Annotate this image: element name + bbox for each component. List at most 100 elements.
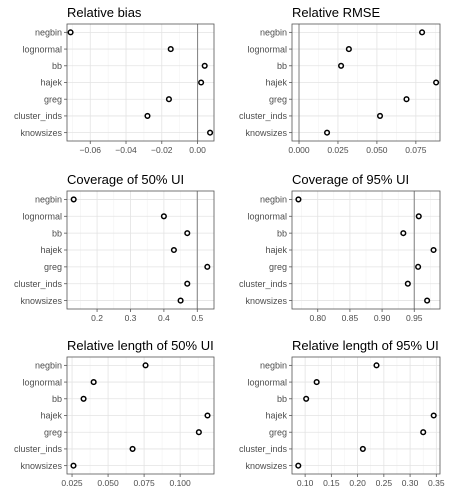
data-point-knowsizes: [70, 462, 77, 469]
data-point-lognormal: [160, 213, 167, 220]
y-tick-label: knowsizes: [245, 128, 287, 138]
y-tick-label: negbin: [35, 361, 62, 371]
panel-title: Coverage of 95% UI: [292, 172, 409, 187]
panel-4: Coverage of 95% UI negbin lognormal bb hajek…: [239, 172, 441, 323]
data-point-bb: [201, 62, 208, 69]
data-point-greg: [403, 96, 410, 103]
y-tick-label: bb: [52, 228, 62, 238]
y-tick-label: greg: [44, 262, 62, 272]
y-tick-label: bb: [277, 61, 287, 71]
y-tick-label: lognormal: [22, 377, 62, 387]
panel-title: Coverage of 50% UI: [67, 172, 184, 187]
panel-1: Relative bias negbin lognormal bb hajek greg c…: [14, 5, 215, 155]
x-tick-label: 0.000: [288, 145, 310, 155]
y-tick-label: knowsizes: [20, 461, 62, 471]
x-tick-label: 0.5: [191, 313, 203, 323]
x-tick-label: −0.02: [151, 145, 173, 155]
y-tick-label: bb: [52, 61, 62, 71]
x-tick-label: 0.075: [133, 478, 155, 488]
data-point-greg: [165, 96, 172, 103]
y-tick-label: bb: [277, 394, 287, 404]
data-point-cluster_inds: [359, 445, 366, 452]
y-tick-label: lognormal: [247, 211, 287, 221]
data-point-bb: [80, 395, 87, 402]
y-tick-label: bb: [52, 394, 62, 404]
x-tick-label: 0.050: [97, 478, 119, 488]
y-tick-label: lognormal: [22, 44, 62, 54]
data-point-bb: [400, 230, 407, 237]
y-tick-label: cluster_inds: [14, 279, 63, 289]
y-tick-label: greg: [44, 94, 62, 104]
data-point-negbin: [70, 196, 77, 203]
y-tick-label: knowsizes: [245, 461, 287, 471]
x-tick-label: 0.025: [61, 478, 83, 488]
data-point-hajek: [430, 246, 437, 254]
y-tick-label: negbin: [260, 361, 287, 371]
x-tick-label: 0.95: [406, 313, 423, 323]
data-point-negbin: [373, 362, 380, 369]
x-tick-label: 0.050: [366, 145, 388, 155]
data-point-cluster_inds: [376, 112, 384, 119]
y-tick-label: greg: [269, 427, 287, 437]
data-point-cluster_inds: [129, 445, 136, 452]
data-point-knowsizes: [424, 297, 431, 304]
data-point-hajek: [198, 79, 205, 86]
y-tick-label: negbin: [35, 195, 62, 205]
x-tick-label: −0.06: [79, 145, 101, 155]
data-point-greg: [195, 429, 202, 436]
y-tick-label: negbin: [260, 195, 287, 205]
y-tick-label: lognormal: [22, 211, 62, 221]
y-tick-label: knowsizes: [245, 296, 287, 306]
x-tick-label: 0.100: [169, 478, 191, 488]
data-point-knowsizes: [177, 297, 184, 304]
x-tick-label: 0.4: [158, 313, 170, 323]
data-point-hajek: [433, 79, 440, 86]
y-tick-label: hajek: [265, 411, 287, 421]
y-tick-label: lognormal: [247, 44, 287, 54]
data-point-knowsizes: [207, 129, 214, 136]
y-tick-label: cluster_inds: [239, 279, 288, 289]
data-point-bb: [338, 62, 345, 69]
x-tick-label: 0.15: [323, 478, 340, 488]
y-tick-label: greg: [44, 427, 62, 437]
panel-title: Relative bias: [67, 5, 142, 20]
data-point-lognormal: [90, 379, 97, 386]
data-point-negbin: [295, 196, 302, 203]
data-point-bb: [184, 230, 191, 237]
y-tick-label: greg: [269, 262, 287, 272]
y-tick-label: knowsizes: [20, 128, 62, 138]
x-tick-label: 0.85: [342, 313, 359, 323]
x-tick-label: 0.90: [374, 313, 391, 323]
x-tick-label: 0.00: [189, 145, 206, 155]
panel-3: Coverage of 50% UI negbin lognormal bb hajek…: [14, 172, 215, 323]
y-tick-label: bb: [277, 228, 287, 238]
y-tick-label: cluster_inds: [14, 444, 63, 454]
data-point-negbin: [142, 362, 149, 369]
data-point-cluster_inds: [144, 112, 151, 119]
x-tick-label: 0.2: [91, 313, 103, 323]
data-point-greg: [420, 429, 427, 436]
data-point-knowsizes: [324, 129, 331, 136]
data-point-lognormal: [313, 379, 320, 386]
y-tick-label: knowsizes: [20, 296, 62, 306]
y-tick-label: cluster_inds: [239, 444, 288, 454]
x-tick-label: 0.25: [376, 478, 393, 488]
y-tick-label: negbin: [260, 28, 287, 38]
y-tick-label: hajek: [40, 245, 62, 255]
panel-5: Relative length of 50% UI negbin lognormal…: [14, 338, 215, 488]
data-point-greg: [415, 263, 422, 270]
data-point-negbin: [67, 29, 74, 36]
y-tick-label: cluster_inds: [14, 111, 63, 121]
panel-title: Relative RMSE: [292, 5, 380, 20]
panel-2: Relative RMSE negbin lognormal bb hajek greg c…: [239, 5, 441, 155]
x-tick-label: −0.04: [115, 145, 137, 155]
x-tick-label: 0.35: [428, 478, 445, 488]
y-tick-label: greg: [269, 94, 287, 104]
y-tick-label: hajek: [40, 78, 62, 88]
data-point-knowsizes: [295, 462, 302, 469]
data-point-negbin: [419, 29, 426, 36]
y-tick-label: negbin: [35, 28, 62, 38]
y-tick-label: cluster_inds: [239, 111, 288, 121]
y-tick-label: hajek: [265, 78, 287, 88]
